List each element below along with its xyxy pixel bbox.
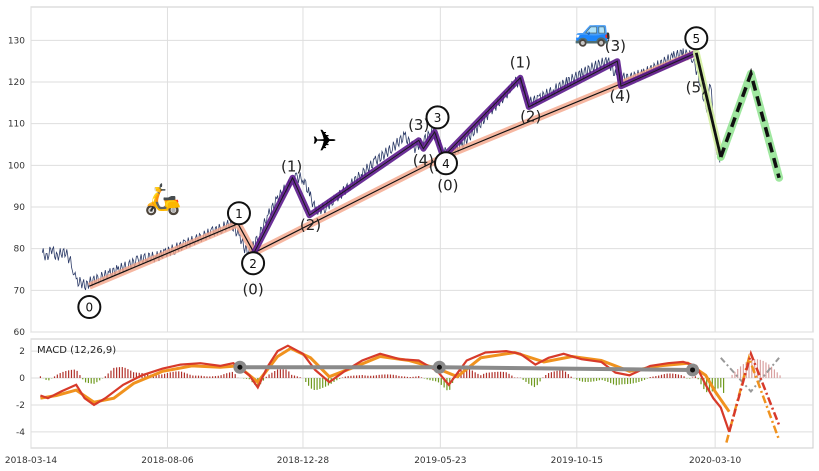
- wave-text-label: (3): [605, 37, 626, 55]
- price-y-tick-label: 60: [14, 328, 26, 338]
- wave-text-label: (0): [242, 281, 263, 299]
- price-y-tick-label: 110: [8, 120, 25, 130]
- x-tick-label: 2020-03-10: [689, 456, 742, 466]
- macd-y-tick-label: -2: [16, 401, 25, 411]
- wave-circle-label: 1: [235, 207, 243, 221]
- macd-projection-grey: [720, 357, 780, 394]
- wave-circle-label: 0: [86, 301, 94, 315]
- price-y-tick-label: 70: [14, 286, 26, 296]
- sub-wave-core-line: [253, 52, 697, 254]
- wave-text-label: (2): [520, 108, 541, 126]
- x-tick-label: 2018-08-06: [141, 456, 194, 466]
- wave-text-label: (3): [408, 116, 429, 134]
- wave-circle-label: 3: [434, 111, 442, 125]
- price-y-tick-label: 130: [8, 36, 25, 46]
- x-tick-label: 2019-05-23: [414, 456, 466, 466]
- macd-line: [40, 344, 731, 433]
- price-y-tick-label: 120: [8, 78, 25, 88]
- wave-text-label: (0): [437, 176, 458, 194]
- airplane-icon: ✈: [312, 124, 337, 159]
- wave-text-label: (5): [686, 78, 707, 96]
- car-icon: 🚙: [574, 13, 611, 48]
- price-y-tick-label: 80: [14, 245, 26, 255]
- wave-circle-marker: [226, 201, 251, 226]
- macd-signal-marker-dot: [237, 364, 243, 370]
- macd-y-tick-label: 0: [19, 374, 25, 384]
- wave-circle-marker: [77, 295, 102, 319]
- x-tick-label: 2018-12-28: [277, 456, 330, 466]
- wave-text-label: (2): [300, 216, 321, 234]
- x-tick-label: 2019-10-15: [551, 456, 603, 466]
- scooter-icon: 🛵: [144, 182, 181, 217]
- macd-panel-label: MACD (12,26,9): [37, 345, 116, 356]
- macd-projection-red: [727, 349, 781, 433]
- macd-y-tick-label: -4: [16, 428, 25, 438]
- macd-y-tick-label: 2: [19, 347, 25, 357]
- wave-circle-label: 2: [249, 257, 257, 271]
- macd-signal-marker-dot: [690, 367, 696, 373]
- wave-circle-label: 4: [442, 157, 450, 171]
- wave-text-label: (1): [510, 53, 531, 71]
- wave-circle-marker: [425, 105, 450, 130]
- wave-text-label: (4): [609, 87, 630, 105]
- macd-panel-frame: [30, 338, 814, 449]
- wave-text-label: (1): [281, 158, 302, 176]
- price-y-tick-label: 90: [14, 203, 26, 213]
- price-y-tick-label: 100: [8, 161, 25, 171]
- wave-circle-label: 5: [692, 32, 700, 46]
- macd-signal-marker-dot: [436, 364, 442, 370]
- wave-circle-marker: [433, 151, 458, 176]
- correction-solid-line: [694, 52, 723, 158]
- wave-circle-marker: [684, 26, 709, 51]
- x-tick-label: 2018-03-14: [5, 456, 58, 466]
- projection-dashed-line: [719, 67, 781, 179]
- wave-text-label: (4): [413, 151, 434, 169]
- wave-circle-marker: [241, 251, 266, 276]
